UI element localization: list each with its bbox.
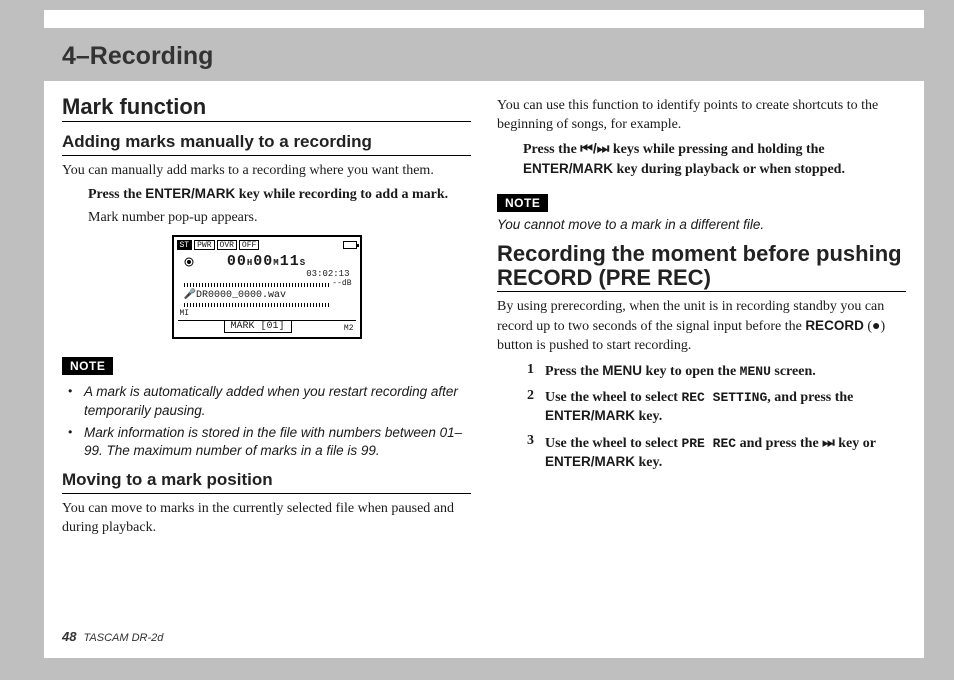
section-heading-pre-rec: Recording the moment before pushing RECO… — [497, 242, 906, 293]
text: key. — [635, 409, 662, 424]
note-list: A mark is automatically added when you r… — [62, 383, 471, 460]
text: keys while pressing and holding the — [609, 142, 824, 157]
lcd-mark-popup: MARK [01] — [224, 320, 292, 333]
key-label: ENTER/MARK — [545, 454, 635, 469]
step-3: 3 Use the wheel to select PRE REC and pr… — [527, 433, 906, 473]
paragraph: You can manually add marks to a recordin… — [62, 162, 471, 181]
text: key or — [835, 436, 876, 451]
subheading-adding-marks: Adding marks manually to a recording — [62, 132, 471, 156]
step-2: 2 Use the wheel to select REC SETTING, a… — [527, 388, 906, 427]
step-number: 3 — [527, 433, 545, 473]
time-h: 00 — [227, 253, 247, 270]
text: , and press the — [767, 390, 853, 405]
instruction: Press the ENTER/MARK key while recording… — [88, 185, 471, 205]
lcd-time: 00H00M11S — [174, 253, 360, 270]
step-body: Press the MENU key to open the MENU scre… — [545, 362, 816, 382]
step-number: 1 — [527, 362, 545, 382]
next-key-icon: ⏭ — [822, 434, 835, 450]
note-badge: NOTE — [497, 194, 548, 212]
note-item: Mark information is stored in the file w… — [68, 424, 471, 460]
step-1: 1 Press the MENU key to open the MENU sc… — [527, 362, 906, 382]
lcd-badge: PWR — [194, 240, 214, 250]
paragraph: You can move to marks in the currently s… — [62, 500, 471, 538]
page-footer: 48 TASCAM DR-2d — [62, 629, 163, 644]
key-label: ENTER/MARK — [145, 186, 235, 201]
step-body: Use the wheel to select REC SETTING, and… — [545, 388, 906, 427]
text: Use the wheel to select — [545, 390, 681, 405]
text: Use the wheel to select — [545, 436, 681, 451]
lcd-screenshot: ST PWR OVR OFF 00H00M11S 03:02:13 --dB 🎤… — [172, 235, 362, 339]
battery-icon — [343, 241, 357, 249]
text: key during playback or when stopped. — [613, 162, 845, 177]
key-label: MENU — [602, 363, 642, 378]
two-column-layout: Mark function Adding marks manually to a… — [44, 87, 924, 542]
paragraph: By using prerecording, when the unit is … — [497, 298, 906, 356]
text: and press the — [736, 436, 822, 451]
lcd-meter — [184, 283, 330, 287]
lcd-db: --dB — [332, 279, 351, 288]
time-s: 11 — [280, 253, 300, 270]
note-text: You cannot move to a mark in a different… — [497, 216, 906, 234]
section-heading-mark-function: Mark function — [62, 95, 471, 122]
unit: S — [300, 258, 306, 268]
text: key while recording to add a mark. — [235, 187, 448, 202]
step-number: 2 — [527, 388, 545, 427]
chapter-title: 4–Recording — [62, 42, 906, 71]
text: key. — [635, 455, 662, 470]
lcd-m2: M2 — [344, 324, 354, 333]
screen-name: PRE REC — [681, 436, 736, 451]
lcd-badge: OVR — [217, 240, 237, 250]
paragraph: Mark number pop-up appears. — [88, 209, 471, 228]
lcd-meter — [184, 303, 330, 307]
numbered-steps: 1 Press the MENU key to open the MENU sc… — [497, 362, 906, 473]
text: Press the — [545, 364, 602, 379]
key-label: ENTER/MARK — [545, 408, 635, 423]
time-m: 00 — [253, 253, 273, 270]
step-body: Use the wheel to select PRE REC and pres… — [545, 433, 906, 473]
skip-keys-icon: ⏮/⏭ — [580, 140, 609, 156]
product-model: TASCAM DR-2d — [84, 632, 164, 644]
subheading-moving-mark: Moving to a mark position — [62, 470, 471, 494]
chapter-header-bar: 4–Recording — [44, 28, 924, 81]
lcd-remaining: 03:02:13 — [306, 269, 349, 279]
instruction: Press the ⏮/⏭ keys while pressing and ho… — [523, 139, 906, 180]
lcd-filename: 🎤DR0000_0000.wav — [184, 289, 286, 301]
lcd-badge: OFF — [239, 240, 259, 250]
note-item: A mark is automatically added when you r… — [68, 383, 471, 419]
note-badge: NOTE — [62, 357, 113, 375]
manual-page: 4–Recording Mark function Adding marks m… — [44, 10, 924, 658]
lcd-mi: MI — [180, 309, 190, 318]
text: key to open the — [642, 364, 740, 379]
lcd-top-row: ST PWR OVR OFF — [177, 239, 357, 251]
screen-name: MENU — [740, 364, 771, 379]
text: Press the — [88, 187, 145, 202]
text: screen. — [771, 364, 816, 379]
page-number: 48 — [62, 629, 76, 644]
filename-text: DR0000_0000.wav — [196, 290, 286, 301]
right-column: You can use this function to identify po… — [497, 87, 906, 542]
text: Press the — [523, 142, 580, 157]
paragraph: You can use this function to identify po… — [497, 97, 906, 135]
screen-name: REC SETTING — [681, 390, 767, 405]
lcd-badge: ST — [177, 240, 193, 250]
key-label: ENTER/MARK — [523, 161, 613, 176]
key-label: RECORD — [805, 318, 864, 333]
left-column: Mark function Adding marks manually to a… — [62, 87, 471, 542]
